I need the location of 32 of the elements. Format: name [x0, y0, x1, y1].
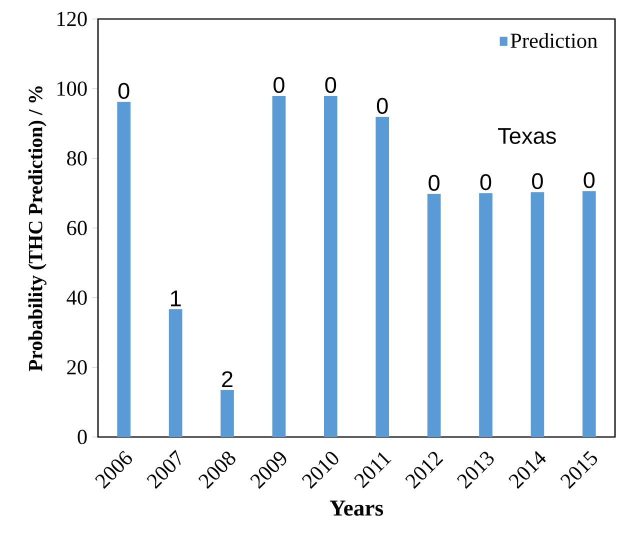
x-tick-label: 2011	[354, 452, 392, 488]
bar	[530, 192, 544, 437]
y-tick-label: 120	[57, 12, 87, 26]
annotation: 0	[480, 174, 492, 190]
legend-label: Prediction	[510, 32, 598, 48]
bar	[376, 116, 390, 437]
y-axis-title: Probability (THC Prediction) / %	[28, 86, 46, 372]
bar	[272, 96, 286, 437]
y-tick-label: 0	[78, 430, 87, 444]
bar	[168, 309, 182, 437]
annotation: 0	[325, 76, 336, 94]
annotation: 1	[170, 290, 181, 306]
annotation: 0	[274, 76, 284, 94]
annotation: Texas	[498, 128, 556, 144]
x-axis-title: Years	[330, 500, 384, 516]
annotation: 0	[532, 173, 543, 190]
bar	[117, 102, 131, 437]
y-tick-label: 80	[67, 151, 87, 166]
annotation: 0	[376, 98, 388, 114]
bar	[324, 96, 338, 437]
annotation: 0	[584, 172, 595, 188]
bar	[427, 194, 441, 437]
y-tick-label: 40	[66, 290, 87, 305]
bar	[582, 191, 596, 437]
bar	[220, 390, 234, 437]
y-tick-label: 60	[67, 220, 87, 236]
annotation: 0	[118, 82, 130, 99]
y-tick-label: 20	[67, 360, 87, 375]
annotation: 2	[222, 371, 232, 388]
annotation: 0	[428, 174, 440, 191]
y-tick-label: 100	[57, 81, 87, 96]
bar	[479, 193, 492, 437]
